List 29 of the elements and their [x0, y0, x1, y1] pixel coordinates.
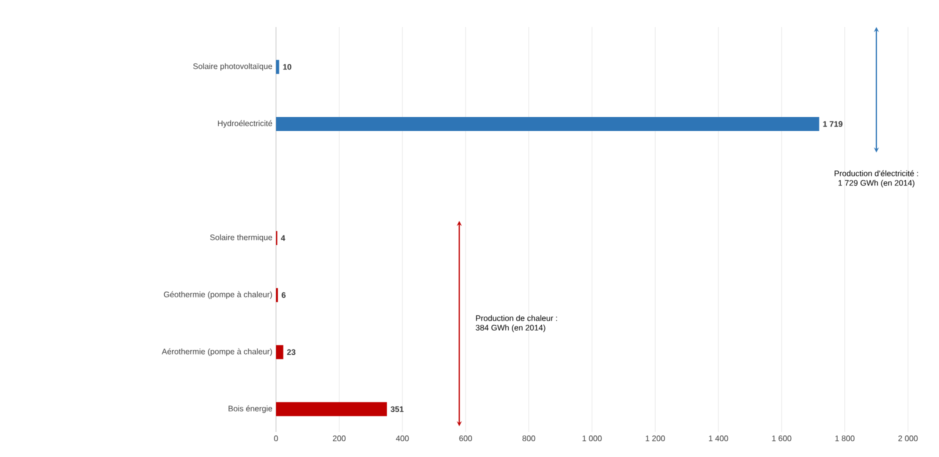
y-tick-label: Géothermie (pompe à chaleur): [164, 291, 272, 299]
x-tick-label: 200: [332, 436, 346, 442]
x-tick-label: 1 600: [772, 436, 792, 442]
x-tick-label: 1 400: [709, 436, 728, 442]
x-tick-label: 800: [522, 436, 536, 442]
data-label: 10: [283, 64, 292, 70]
data-label: 351: [390, 406, 404, 412]
x-tick-label: 1 200: [646, 436, 665, 442]
y-tick-label: Aérothermie (pompe à chaleur): [162, 348, 272, 356]
annotation: Production d'électricité : 1 729 GWh (en 2014): [834, 170, 918, 188]
bar: [276, 345, 284, 360]
x-tick-label: 600: [459, 436, 472, 442]
y-tick-label: Hydroélectricité: [218, 120, 272, 128]
x-tick-label: 2 000: [898, 436, 918, 442]
x-tick-label: 1 800: [835, 436, 854, 442]
data-label: 6: [282, 292, 286, 298]
y-tick-label: Solaire thermique: [210, 234, 272, 242]
x-tick-label: 0: [274, 436, 278, 442]
annotation: Production de chaleur : 384 GWh (en 2014): [476, 315, 557, 332]
data-label: 23: [287, 349, 296, 355]
bar: [276, 60, 280, 74]
y-tick-label: Bois énergie: [228, 405, 272, 413]
y-tick-label: Solaire photovoltaïque: [193, 63, 272, 71]
data-label: 1 719: [823, 121, 842, 127]
x-tick-label: 1 000: [582, 436, 602, 442]
data-label: 4: [280, 235, 286, 241]
bar: [276, 116, 820, 131]
bar: [276, 402, 387, 416]
x-tick-label: 400: [396, 436, 409, 442]
